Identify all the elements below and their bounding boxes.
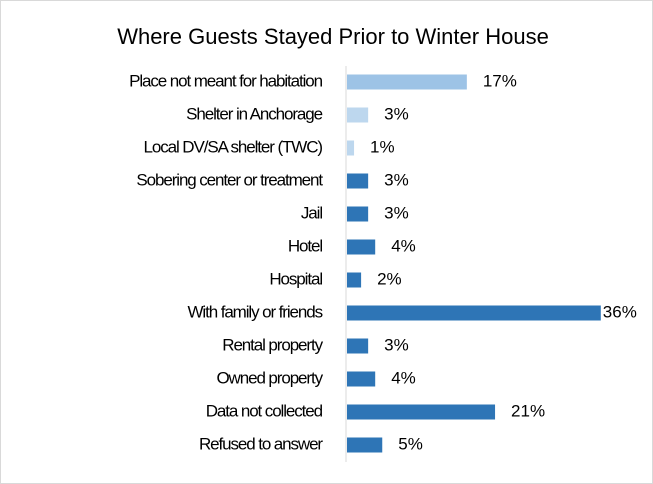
category-label: Sobering center or treatment	[136, 170, 323, 189]
bar	[347, 173, 369, 189]
bar	[347, 371, 376, 387]
chart-title: Where Guests Stayed Prior to Winter Hous…	[117, 24, 549, 49]
bar	[347, 107, 369, 123]
category-label: Hotel	[288, 236, 323, 255]
value-label: 5%	[398, 434, 423, 453]
bar	[347, 437, 383, 453]
bar	[347, 74, 467, 90]
value-label: 4%	[391, 236, 416, 255]
bar	[347, 404, 496, 420]
value-label: 2%	[377, 269, 402, 288]
value-label: 4%	[391, 368, 416, 387]
value-label: 1%	[370, 137, 395, 156]
bar	[347, 239, 376, 255]
category-label: Rental property	[222, 335, 323, 354]
category-label: Place not meant for habitation	[129, 71, 323, 90]
bar	[347, 272, 362, 288]
value-label: 3%	[384, 203, 409, 222]
category-label: Hospital	[269, 269, 322, 288]
value-label: 17%	[483, 71, 517, 90]
category-label: Jail	[301, 203, 322, 222]
category-label: Local DV/SA shelter (TWC)	[144, 137, 323, 156]
value-label: 3%	[384, 335, 409, 354]
category-label: With family or friends	[187, 302, 322, 321]
category-label: Owned property	[216, 368, 323, 387]
bar	[347, 206, 369, 222]
bar	[347, 305, 601, 321]
value-label: 3%	[384, 104, 409, 123]
value-label: 36%	[603, 302, 637, 321]
value-label: 21%	[511, 401, 545, 420]
bar	[347, 140, 355, 156]
category-label: Shelter in Anchorage	[186, 104, 322, 123]
category-label: Refused to answer	[199, 434, 323, 453]
category-label: Data not collected	[206, 401, 323, 420]
value-label: 3%	[384, 170, 409, 189]
bar	[347, 338, 369, 354]
